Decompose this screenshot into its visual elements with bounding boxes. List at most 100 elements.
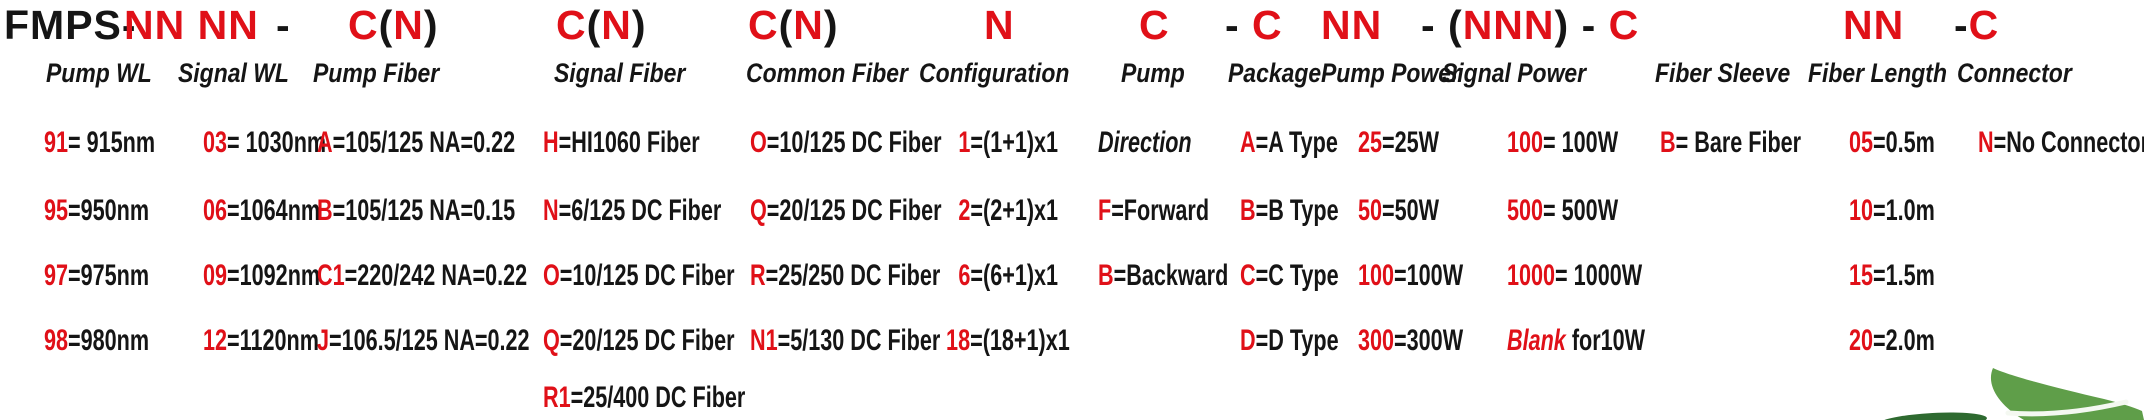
option-description: =25/400 DC Fiber — [570, 381, 746, 414]
code-part: ) — [823, 2, 839, 48]
option-code: 05 — [1849, 126, 1874, 159]
column-label-text: Common Fiber — [746, 58, 908, 88]
column-label-text: Signal Fiber — [554, 58, 686, 88]
code-part: N — [393, 2, 424, 48]
option-text: 100=100W — [1358, 260, 1463, 292]
option-code: A — [317, 126, 333, 159]
option-fiber-sleeve-0: B= Bare Fiber — [1660, 127, 1856, 159]
option-code: B — [317, 194, 333, 227]
option-code: 2 — [958, 194, 971, 227]
code-part: NN — [1321, 2, 1383, 48]
option-description: =(1+1)x1 — [970, 126, 1058, 159]
option-description: =HI1060 Fiber — [558, 126, 700, 159]
column-label-common-fiber: Common Fiber — [746, 57, 937, 89]
code-part: NNN — [1462, 2, 1555, 48]
option-text: D=D Type — [1240, 325, 1339, 357]
option-text: C1=220/242 NA=0.22 — [317, 260, 527, 292]
option-fiber-length-3: 20=2.0m — [1849, 325, 1968, 357]
option-description: =(6+1)x1 — [970, 259, 1058, 292]
option-package-0: A=A Type — [1240, 127, 1376, 159]
option-code: D — [1240, 324, 1256, 357]
option-package-3: D=D Type — [1240, 325, 1377, 357]
option-text: J=106.5/125 NA=0.22 — [317, 325, 530, 357]
option-description: =1.5m — [1873, 259, 1935, 292]
code-part: C — [1968, 2, 2000, 48]
option-text: A=105/125 NA=0.22 — [317, 127, 515, 159]
option-description: =100W — [1394, 259, 1464, 292]
option-signal-wl-1: 06=1064nm — [203, 195, 366, 227]
option-text: 97=975nm — [44, 260, 149, 292]
option-code: Q — [750, 194, 767, 227]
option-text: 98=980nm — [44, 325, 149, 357]
option-code: 6 — [958, 259, 971, 292]
option-fiber-length-0: 05=0.5m — [1849, 127, 1968, 159]
option-description: =1120nm — [227, 324, 319, 357]
option-configuration-3: 18=(18+1)x1 — [808, 325, 1208, 357]
option-description: =105/125 NA=0.15 — [332, 194, 516, 227]
option-description: =10/125 DC Fiber — [766, 126, 942, 159]
option-code: N1 — [750, 324, 778, 357]
option-pump-power-1: 50=50W — [1358, 195, 1471, 227]
column-label-text: Fiber Sleeve — [1655, 58, 1791, 88]
option-text: A=A Type — [1240, 127, 1338, 159]
option-text: 95=950nm — [44, 195, 149, 227]
option-description: =Backward — [1113, 259, 1229, 292]
option-description: =25/250 DC Fiber — [765, 259, 941, 292]
column-label-text: Signal Power — [1442, 58, 1587, 88]
option-description: =C Type — [1255, 259, 1339, 292]
option-pump-power-3: 300=300W — [1358, 325, 1504, 357]
option-code: J — [317, 324, 330, 357]
option-text: B= Bare Fiber — [1660, 127, 1801, 159]
option-description: = 1000W — [1555, 259, 1643, 292]
code-segment-4: C(N) — [556, 2, 647, 48]
option-code: Q — [543, 324, 560, 357]
option-description: =50W — [1382, 194, 1440, 227]
option-description: = 100W — [1543, 126, 1619, 159]
code-segment-8: - C — [1225, 2, 1283, 48]
option-text: 18=(18+1)x1 — [946, 325, 1070, 357]
option-description: =25W — [1382, 126, 1440, 159]
option-description: =6/125 DC Fiber — [558, 194, 722, 227]
option-description: =(18+1)x1 — [970, 324, 1070, 357]
option-code: 50 — [1358, 194, 1383, 227]
option-description: =980nm — [68, 324, 150, 357]
option-package-2: C=C Type — [1240, 260, 1377, 292]
column-label-configuration: Configuration — [919, 57, 1096, 89]
column-label-text: Pump Fiber — [313, 58, 440, 88]
option-description: =No Connector — [1993, 126, 2144, 159]
option-common-fiber-3: N1=5/130 DC Fiber — [750, 325, 1014, 357]
code-part: ( — [378, 2, 394, 48]
option-text: Q=20/125 DC Fiber — [543, 325, 734, 357]
option-code: 500 — [1507, 194, 1544, 227]
option-description: =1.0m — [1873, 194, 1935, 227]
option-code: 20 — [1849, 324, 1874, 357]
option-description: =2.0m — [1873, 324, 1935, 357]
code-part: ) - — [1554, 2, 1609, 48]
option-signal-fiber-4: R1=25/400 DC Fiber — [543, 382, 824, 414]
option-description: =106.5/125 NA=0.22 — [329, 324, 530, 357]
column-label-pump-wl: Pump WL — [46, 57, 170, 89]
option-package-1: B=B Type — [1240, 195, 1377, 227]
option-description: =B Type — [1255, 194, 1339, 227]
option-description: =A Type — [1255, 126, 1338, 159]
option-text: O=10/125 DC Fiber — [543, 260, 734, 292]
code-part: ) — [631, 2, 647, 48]
column-label-fiber-sleeve: Fiber Sleeve — [1655, 57, 1814, 89]
code-part: ( — [586, 2, 602, 48]
option-code: A — [1240, 126, 1256, 159]
option-configuration-2: 6=(6+1)x1 — [808, 260, 1208, 292]
option-code: 1 — [958, 126, 971, 159]
code-part: N — [601, 2, 632, 48]
option-code: 97 — [44, 259, 69, 292]
code-part: N — [793, 2, 824, 48]
option-text: B=B Type — [1240, 195, 1339, 227]
option-code: 18 — [946, 324, 971, 357]
code-part: - — [1954, 2, 1969, 48]
code-segment-7: C — [1139, 2, 1170, 48]
option-description: = Bare Fiber — [1675, 126, 1802, 159]
option-text: N1=5/130 DC Fiber — [750, 325, 940, 357]
option-text: 50=50W — [1358, 195, 1439, 227]
code-part: NN NN — [124, 2, 259, 48]
option-pump-fiber-3: J=106.5/125 NA=0.22 — [317, 325, 612, 357]
